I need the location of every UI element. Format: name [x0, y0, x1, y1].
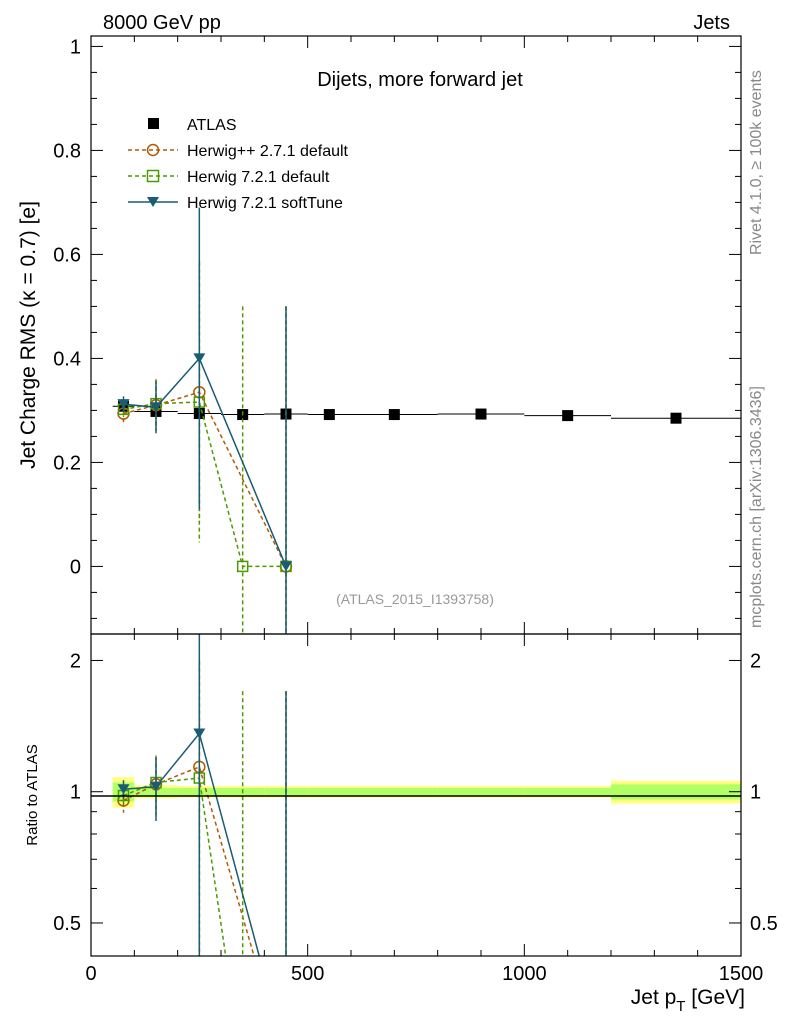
legend-marker-herwig72-softtune [147, 197, 159, 207]
y-tick-label-main: 0.2 [53, 452, 81, 474]
data-point-herwig-7-2-1-softtune [193, 353, 206, 364]
legend-item-herwig72-softtune: Herwig 7.2.1 softTune [128, 195, 343, 212]
legend-label-atlas: ATLAS [187, 117, 237, 134]
x-tick-label: 1500 [719, 963, 764, 985]
x-axis-label-sub: T [676, 998, 685, 1015]
series-herwig-7-2-1-softtune [117, 207, 292, 634]
legend-item-herwigpp: Herwig++ 2.7.1 default [128, 143, 349, 160]
ratio-series-herwig-7-2-1-softtune [117, 634, 287, 957]
ratio-point-herwig-7-2-1-softtune [117, 784, 130, 795]
ratio-band-inner [437, 787, 525, 796]
x-axis-label-unit: [GeV] [685, 986, 745, 1009]
ratio-point-herwig-7-2-1-softtune [193, 728, 206, 739]
legend-item-atlas: ATLAS [148, 117, 237, 134]
y-tick-label-ratio-left: 1 [70, 782, 81, 804]
y-tick-label-main: 0.8 [53, 140, 81, 162]
ratio-band-layer [112, 777, 741, 808]
legend: ATLAS Herwig++ 2.7.1 default Herwig 7.2.… [128, 117, 349, 212]
data-point-atlas [670, 412, 682, 424]
ratio-plot-frame [90, 633, 742, 957]
ratio-series-herwig-2-7-1-default [117, 661, 287, 957]
data-point-herwig-7-2-1-default [236, 560, 249, 573]
ratio-band-inner [351, 787, 438, 796]
ratio-panel: 0 500 1000 1500 0.5 0.5 1 1 2 2 Ratio to ATLAS Je… [24, 633, 778, 1015]
rivet-version-label: Rivet 4.1.0, ≥ 100k events [748, 70, 765, 255]
series-herwig-7-2-1-default [117, 261, 292, 634]
series-atlas [112, 400, 741, 424]
legend-marker-herwigpp [146, 143, 160, 157]
y-tick-label-main: 1 [70, 36, 81, 58]
data-point-herwig-7-2-1-softtune [280, 561, 292, 572]
ratio-band-inner [524, 787, 611, 796]
legend-label-herwig72-default: Herwig 7.2.1 default [187, 169, 330, 186]
ratio-axis-ticks: 0 500 1000 1500 0.5 0.5 1 1 2 2 [53, 634, 778, 985]
ratio-line-herwig-7-2-1-softtune [123, 731, 260, 957]
data-point-herwig-7-2-1-softtune [150, 402, 162, 413]
y-tick-label-ratio-right: 1 [750, 782, 761, 804]
observable-label: Jets [693, 12, 730, 34]
series-line-herwig-7-2-1-default [123, 401, 286, 568]
ratio-line-herwig-2-7-1-default [123, 765, 255, 957]
y-tick-label-main: 0 [70, 556, 81, 578]
main-panel: 00.20.40.60.81 Dijets, more forward jet … [17, 35, 742, 635]
series-line-herwig-2-7-1-default [123, 391, 287, 567]
x-axis-label-text: Jet pT [GeV] [631, 986, 745, 1015]
legend-label-herwig72-softtune: Herwig 7.2.1 softTune [187, 195, 343, 212]
ratio-y-axis-label: Ratio to ATLAS [24, 744, 41, 845]
y-tick-label-ratio-right: 0.5 [750, 913, 778, 935]
y-tick-label-main: 0.6 [53, 244, 81, 266]
data-point-herwig-7-2-1-softtune [117, 399, 130, 410]
x-tick-label: 0 [85, 963, 96, 985]
main-series-layer [112, 207, 741, 634]
analysis-annotation: (ATLAS_2015_I1393758) [336, 591, 494, 607]
ratio-point-herwig-7-2-1-softtune [150, 781, 162, 792]
ratio-band-inner [611, 784, 741, 800]
main-axis-ticks: 0 0.2 0.4 0.6 0.8 1 [53, 36, 742, 634]
series-line-herwig-7-2-1-softtune [123, 357, 287, 567]
source-label: mcplots.cern.ch [arXiv:1306.3436] [748, 386, 765, 628]
ratio-band-inner [307, 787, 351, 796]
y-tick-label-main: 0.4 [53, 348, 81, 370]
data-point-atlas [323, 409, 335, 421]
data-point-atlas [475, 408, 487, 420]
ratio-line-herwig-7-2-1-default [123, 777, 227, 957]
legend-marker-herwig72-default [146, 169, 160, 183]
ratio-series-herwig-7-2-1-default [117, 660, 287, 957]
x-axis-label: Jet pT [GeV] [631, 986, 745, 1015]
ratio-series-layer [117, 634, 287, 957]
x-tick-label: 500 [291, 963, 324, 985]
x-tick-label: 1000 [502, 963, 547, 985]
y-tick-label-ratio-left: 0.5 [53, 913, 81, 935]
legend-label-herwigpp: Herwig++ 2.7.1 default [187, 143, 349, 160]
y-tick-label-ratio-right: 2 [750, 650, 761, 672]
y-tick-label-ratio-left: 2 [70, 650, 81, 672]
data-point-atlas [562, 410, 574, 422]
series-herwig-2-7-1-default [117, 262, 293, 634]
y-axis-label: Jet Charge RMS (κ = 0.7) [e] [17, 201, 40, 469]
data-point-atlas [388, 409, 400, 421]
main-title: Dijets, more forward jet [317, 69, 523, 91]
x-axis-label-main: Jet p [631, 986, 677, 1009]
legend-marker-atlas [148, 118, 159, 129]
energy-label: 8000 GeV pp [103, 12, 221, 34]
legend-item-herwig72-default: Herwig 7.2.1 default [128, 169, 330, 186]
